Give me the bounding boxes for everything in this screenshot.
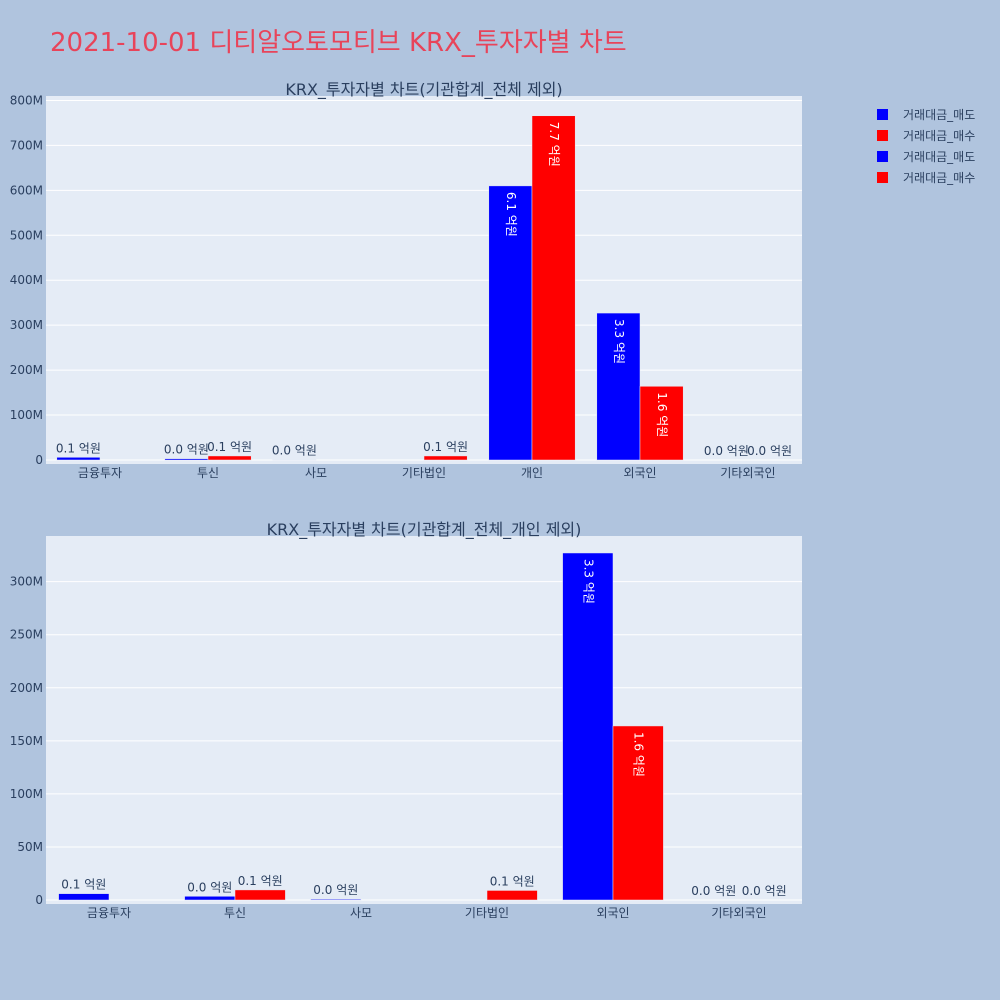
x-tick-label: 외국인 [596, 906, 629, 920]
chart-panel-2: 0 50M 100M 150M 200M 250M 300M KRX_투자자별 차트(기관합계… [10, 520, 802, 920]
y-tick-label: 250M [10, 628, 43, 642]
data-label: 0.1 억원 [423, 440, 468, 454]
bar [639, 386, 684, 461]
legend-label: 거래대금_매도 [903, 108, 975, 122]
data-label: 0.0 억원 [187, 880, 232, 894]
y-tick-label: 300M [10, 318, 43, 332]
y-tick-label: 300M [10, 575, 43, 589]
y-tick-label: 600M [10, 183, 43, 197]
data-label: 7.7 억원 [547, 122, 561, 167]
data-label: 0.0 억원 [164, 443, 209, 457]
x-tick-label: 개인 [521, 466, 543, 480]
data-label: 0.1 억원 [56, 441, 101, 455]
y-tick-label: 200M [10, 681, 43, 695]
x-tick-label: 사모 [350, 906, 372, 920]
data-label: 0.0 억원 [272, 444, 317, 458]
bar [58, 893, 110, 901]
bar [562, 552, 614, 901]
y-tick-label: 100M [10, 408, 43, 422]
data-label: 1.6 억원 [655, 392, 669, 437]
bar [423, 455, 468, 461]
y-tick-label: 0 [35, 453, 43, 467]
bar [531, 115, 576, 461]
x-tick-label: 기타법인 [465, 906, 509, 920]
y-tick-label: 0 [35, 893, 43, 907]
data-label: 0.1 억원 [207, 440, 252, 454]
legend-swatch [877, 109, 888, 120]
data-label: 0.1 억원 [61, 878, 106, 892]
y-tick-label: 500M [10, 228, 43, 242]
y-tick-label: 50M [17, 840, 43, 854]
data-label: 0.1 억원 [490, 874, 535, 888]
bar [488, 185, 533, 461]
x-tick-label: 외국인 [623, 466, 656, 480]
x-tick-label: 기타법인 [402, 466, 446, 480]
y-tick-label: 100M [10, 787, 43, 801]
y-tick-label: 150M [10, 734, 43, 748]
legend-label: 거래대금_매수 [903, 129, 975, 143]
chart-title: KRX_투자자별 차트(기관합계_전체_개인 제외) [267, 520, 582, 540]
x-tick-label: 금융투자 [78, 466, 122, 480]
legend-label: 거래대금_매수 [903, 171, 975, 185]
data-label: 3.3 억원 [612, 319, 626, 364]
x-tick-label: 기타외국인 [720, 466, 775, 480]
legend-swatch [877, 172, 888, 183]
bar [486, 890, 538, 901]
x-tick-label: 금융투자 [87, 906, 131, 920]
x-tick-label: 기타외국인 [711, 906, 766, 920]
data-label: 1.6 억원 [632, 732, 646, 777]
data-label: 3.3 억원 [581, 559, 595, 604]
bar [164, 458, 209, 461]
x-tick-label: 투신 [197, 466, 219, 480]
legend-swatch [877, 151, 888, 162]
data-label: 6.1 억원 [504, 192, 518, 237]
page-title: 2021-10-01 디티알오토모티브 KRX_투자자별 차트 [50, 28, 627, 58]
data-label: 0.0 억원 [742, 884, 787, 898]
data-label: 0.0 억원 [313, 883, 358, 897]
x-tick-label: 사모 [305, 466, 327, 480]
bar [184, 896, 236, 901]
y-tick-label: 800M [10, 93, 43, 107]
data-label: 0.0 억원 [747, 444, 792, 458]
plot-area [46, 536, 802, 904]
chart-panel-1: 0 100M 200M 300M 400M 500M 600M 700M 800M KRX_투자자… [10, 80, 802, 480]
bar [207, 455, 252, 461]
y-tick-label: 400M [10, 273, 43, 287]
bar [56, 457, 101, 461]
data-label: 0.0 억원 [704, 444, 749, 458]
bar [234, 889, 286, 901]
bar [612, 725, 664, 901]
bar [310, 898, 362, 901]
y-tick-label: 200M [10, 363, 43, 377]
legend-swatch [877, 130, 888, 141]
data-label: 0.1 억원 [238, 874, 283, 888]
chart-title: KRX_투자자별 차트(기관합계_전체 제외) [285, 80, 562, 100]
y-tick-label: 700M [10, 138, 43, 152]
legend-label: 거래대금_매도 [903, 150, 975, 164]
data-label: 0.0 억원 [691, 884, 736, 898]
x-tick-label: 투신 [224, 906, 246, 920]
